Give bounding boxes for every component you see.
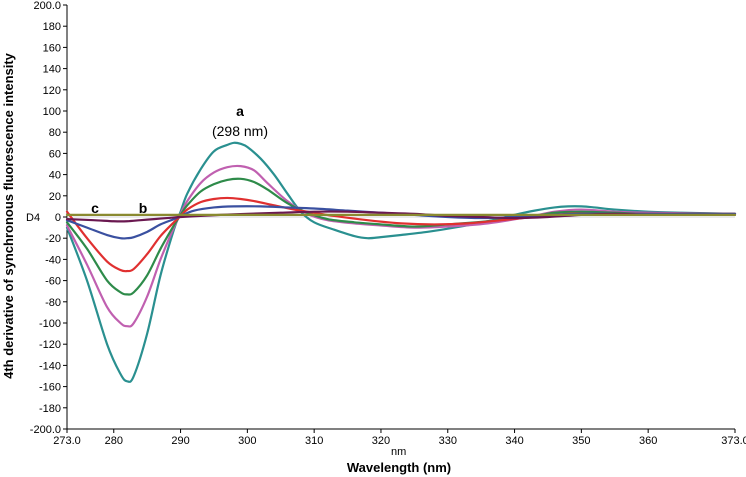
y-tick-label: 100 (43, 106, 61, 118)
x-tick-label: 350 (572, 435, 590, 447)
y-tick-label: -60 (45, 276, 61, 288)
annotation-b: b (139, 200, 148, 216)
y-tick-label: -40 (45, 254, 61, 266)
annotation-d4: D4 (26, 212, 40, 224)
y-tick-label: 180 (43, 21, 61, 33)
x-tick-label: 273.0 (53, 435, 81, 447)
y-tick-label: 60 (49, 148, 61, 160)
x-tick-label: 373.0 (721, 435, 746, 447)
series-line-magenta (65, 164, 737, 328)
x-tick-label: 280 (105, 435, 123, 447)
x-axis-label: Wavelength (nm) (347, 460, 451, 475)
y-tick-label: -200.0 (30, 424, 61, 436)
y-tick-label: 80 (49, 127, 61, 139)
x-tick-label: 330 (439, 435, 457, 447)
axes: 200.0 180 160 140 120 100 80 60 40 20 0 -20 -40 -60 -8… (30, 0, 746, 447)
annotation-nm: nm (391, 446, 406, 458)
annotation-c: c (91, 200, 99, 216)
x-tick-label: 340 (505, 435, 523, 447)
annotation-a-detail: (298 nm) (212, 123, 268, 139)
y-tick-label: 0 (55, 212, 61, 224)
x-tick-label: 360 (639, 435, 657, 447)
annotation-a: a (236, 103, 244, 119)
y-axis-label: 4th derivative of synchronous fluorescen… (1, 52, 16, 379)
y-tick-label: 140 (43, 64, 61, 76)
y-tick-label: -80 (45, 297, 61, 309)
x-tick-label: 300 (238, 435, 256, 447)
y-tick-label: -20 (45, 233, 61, 245)
series-line-green (65, 177, 737, 296)
y-tick-label: 160 (43, 42, 61, 54)
y-tick-label: -120 (39, 339, 61, 351)
y-tick-label: 120 (43, 85, 61, 97)
series-line-red (65, 196, 737, 273)
y-tick-label: 20 (49, 191, 61, 203)
x-tick-label: 310 (305, 435, 323, 447)
y-tick-label: -140 (39, 360, 61, 372)
y-tick-label: -100 (39, 318, 61, 330)
y-tick-label: -160 (39, 382, 61, 394)
series-line-teal (65, 141, 737, 383)
x-tick-label: 290 (171, 435, 189, 447)
series-layer (65, 141, 737, 383)
y-tick-label: 200.0 (33, 0, 61, 12)
y-tick-label: -180 (39, 403, 61, 415)
x-tick-label: 320 (372, 435, 390, 447)
y-tick-label: 40 (49, 170, 61, 182)
